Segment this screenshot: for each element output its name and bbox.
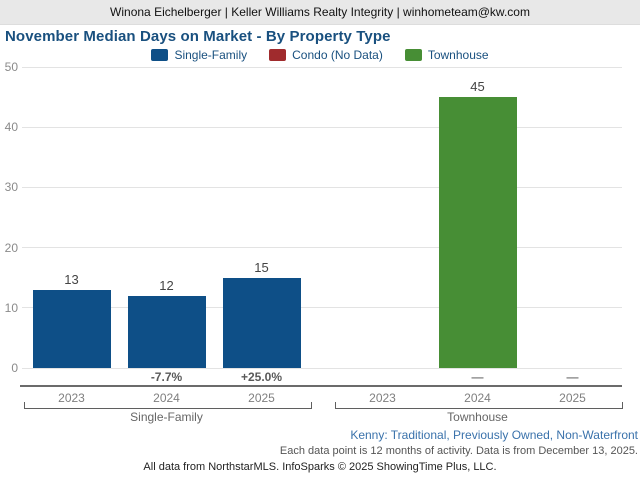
gridline-10 <box>22 307 622 309</box>
group-label-single-family: Single-Family <box>130 410 203 424</box>
bar-townhouse-2024[interactable] <box>438 97 517 368</box>
attribution-text: All data from NorthstarMLS. InfoSparks ©… <box>143 461 497 473</box>
x-axis-year-label: 2025 <box>248 391 275 405</box>
bar-single-family-2025[interactable] <box>222 277 301 368</box>
bar-single-family-2023[interactable] <box>32 289 111 368</box>
legend-item-label: Single-Family <box>174 48 248 62</box>
legend-item-townhouse[interactable]: Townhouse <box>404 48 489 62</box>
pct-change-label: +25.0% <box>240 370 283 384</box>
x-axis-year-label: 2023 <box>58 391 85 405</box>
y-axis-tick-label: 40 <box>4 120 18 135</box>
no-data-dash: — <box>471 370 484 384</box>
x-axis-year-label: 2024 <box>464 391 491 405</box>
legend-swatch-condo-no-data <box>269 49 287 61</box>
legend-item-condo-no-data[interactable]: Condo (No Data) <box>269 48 383 62</box>
y-axis-tick-label: 0 <box>11 361 18 375</box>
y-axis-tick-label: 50 <box>4 60 18 74</box>
gridline-40 <box>22 126 622 128</box>
no-data-dash: — <box>566 370 579 384</box>
gridline-50 <box>22 66 622 68</box>
gridline-0 <box>22 367 622 369</box>
legend: Single-Family Condo (No Data) Townhouse <box>0 47 640 63</box>
chart-title: November Median Days on Market - By Prop… <box>5 28 391 45</box>
agent-branding-text: Winona Eichelberger | Keller Williams Re… <box>110 5 530 19</box>
bar-value-label: 15 <box>254 259 269 275</box>
applied-filters-text: Kenny: Traditional, Previously Owned, No… <box>350 428 638 442</box>
pct-change-label: -7.7% <box>150 370 183 384</box>
legend-swatch-townhouse <box>404 49 422 61</box>
y-axis-tick-label: 10 <box>4 300 18 315</box>
x-axis-year-label: 2023 <box>369 391 396 405</box>
x-axis-line <box>20 385 622 387</box>
group-bracket-townhouse <box>334 402 623 409</box>
legend-item-label: Condo (No Data) <box>292 48 383 62</box>
bar-value-label: 12 <box>159 277 174 293</box>
legend-item-single-family[interactable]: Single-Family <box>151 48 247 62</box>
bar-single-family-2024[interactable] <box>127 295 206 368</box>
gridline-30 <box>22 186 622 188</box>
bar-value-label: 13 <box>64 271 79 287</box>
legend-swatch-single-family <box>151 49 169 61</box>
group-label-townhouse: Townhouse <box>447 410 508 424</box>
x-axis-year-label: 2024 <box>153 391 180 405</box>
bar-value-label: 45 <box>470 79 485 95</box>
y-axis-tick-label: 30 <box>4 180 18 195</box>
agent-branding-bar: Winona Eichelberger | Keller Williams Re… <box>0 0 640 25</box>
legend-item-label: Townhouse <box>427 48 489 62</box>
x-axis-year-label: 2025 <box>559 391 586 405</box>
gridline-20 <box>22 247 622 249</box>
y-axis-tick-label: 20 <box>4 240 18 255</box>
data-note-text: Each data point is 12 months of activity… <box>279 445 638 457</box>
group-bracket-single-family <box>23 402 312 409</box>
